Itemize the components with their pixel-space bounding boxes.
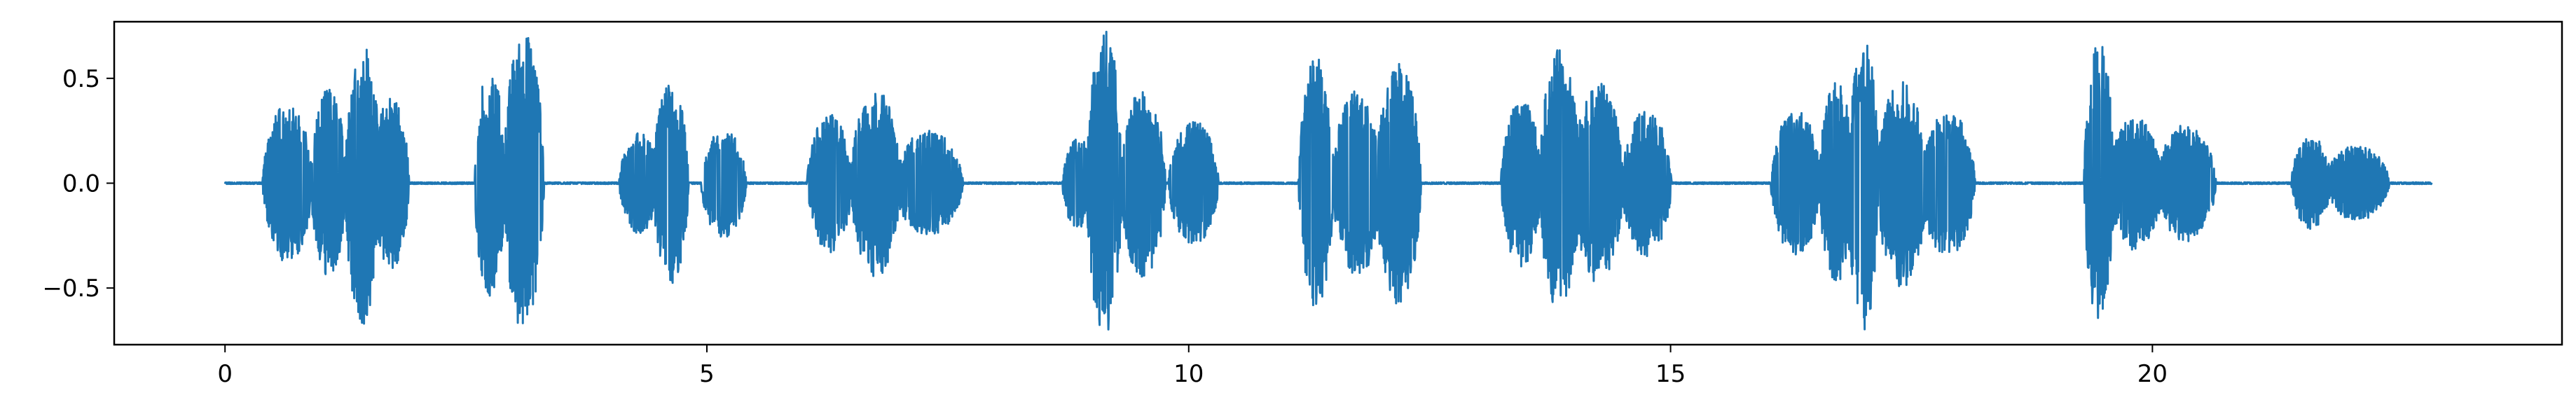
y-tick-label: 0.0 — [62, 170, 100, 198]
x-axis: 0 5 10 15 20 — [217, 345, 2168, 388]
x-tick-label: 15 — [1655, 360, 1686, 388]
x-tick-label: 0 — [217, 360, 233, 388]
y-axis: 0.5 0.0 −0.5 — [42, 65, 114, 303]
y-tick-label: −0.5 — [42, 275, 100, 303]
x-tick-label: 5 — [699, 360, 715, 388]
waveform-series-layer — [223, 30, 2433, 331]
waveform-line — [223, 30, 2433, 331]
x-tick-label: 20 — [2137, 360, 2168, 388]
y-tick-label: 0.5 — [62, 65, 100, 93]
x-tick-label: 10 — [1173, 360, 1204, 388]
